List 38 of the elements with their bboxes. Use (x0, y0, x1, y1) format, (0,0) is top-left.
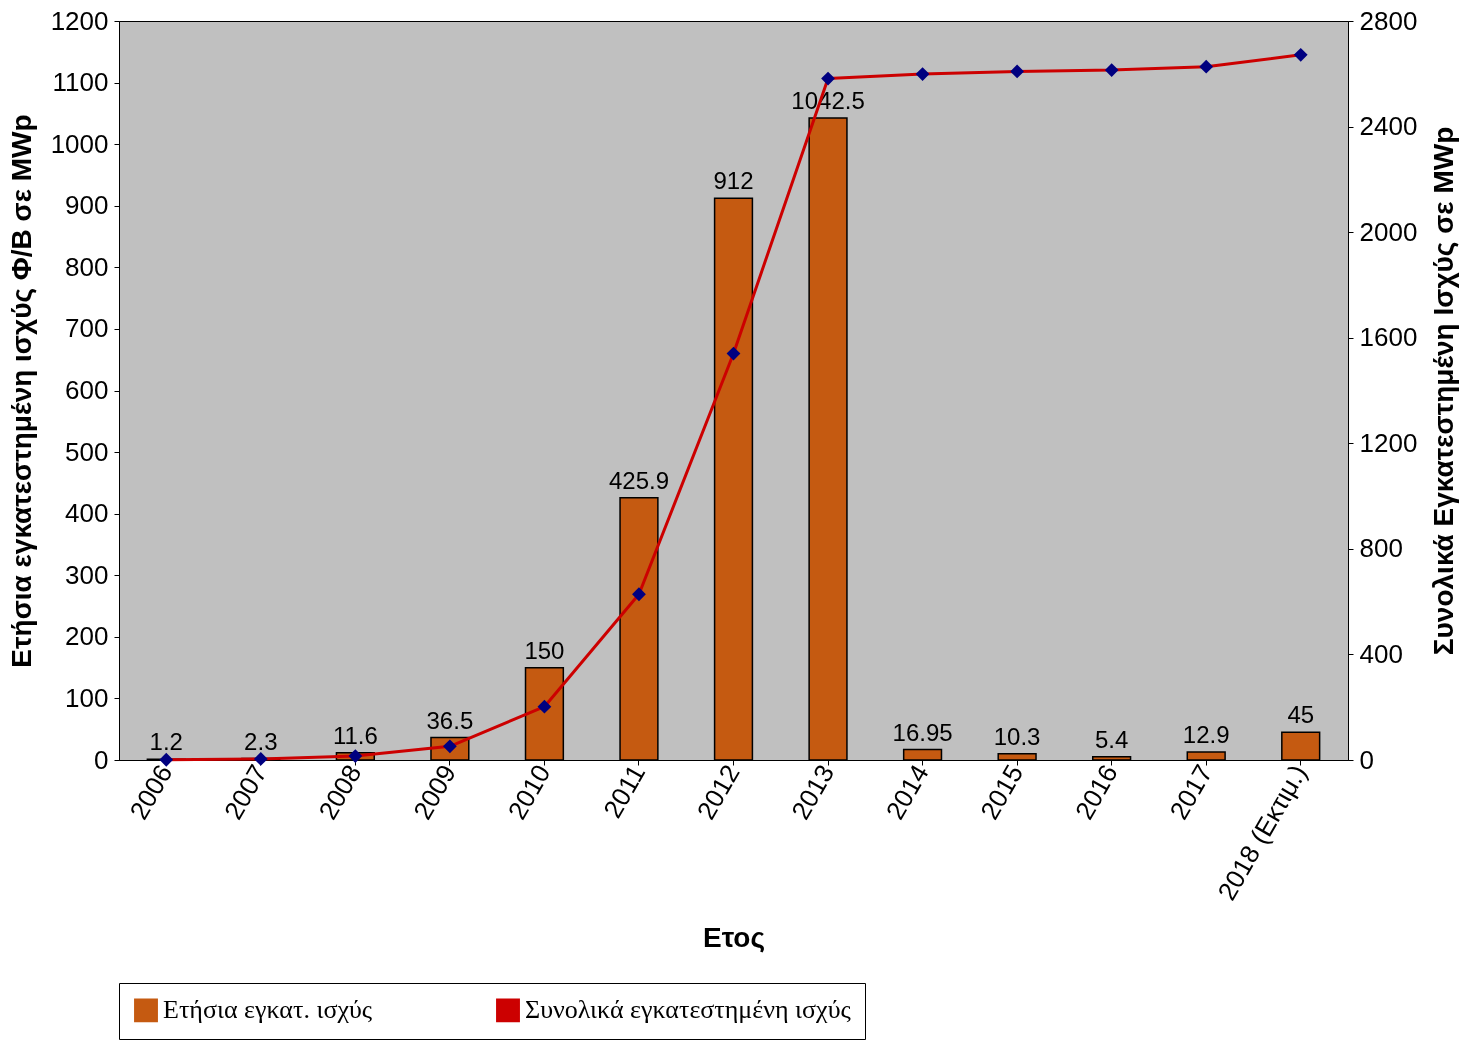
data-label: 45 (1287, 701, 1315, 729)
y2-tick-label: 2000 (1359, 216, 1418, 247)
y-tick-label: 500 (65, 436, 109, 467)
y-tick-label: 900 (65, 190, 109, 221)
y2-tick-label: 0 (1359, 744, 1374, 775)
data-label: 912 (713, 167, 754, 195)
data-label: 36.5 (426, 706, 474, 734)
legend-label: Συνολικά εγκατεστημένη ισχύς (525, 995, 852, 1025)
y2-axis-title: Συνολικά Εγκατεστημένη Ισχύς σε MWp (1428, 126, 1460, 656)
y-tick-label: 700 (65, 313, 109, 344)
y-tick-label: 800 (65, 251, 109, 282)
y-tick-label: 600 (65, 375, 109, 405)
y2-tick-label: 1600 (1359, 322, 1418, 353)
y2-tick-label: 2400 (1359, 111, 1418, 142)
y2-tick-label: 800 (1359, 533, 1403, 564)
y-axis-title: Ετήσια εγκατεστημένη ισχύς Φ/Β σε MWp (5, 114, 37, 668)
y-tick-label: 0 (94, 744, 109, 775)
data-label: 150 (524, 636, 565, 664)
x-axis-title: Ετος (702, 921, 766, 953)
y-tick-label: 100 (65, 682, 109, 713)
data-label: 5.4 (1094, 725, 1129, 753)
data-label: 12.9 (1182, 721, 1230, 749)
y2-tick-label: 400 (1359, 638, 1403, 669)
data-label: 10.3 (993, 722, 1041, 750)
y-tick-label: 200 (65, 621, 109, 652)
data-label: 16.95 (892, 718, 953, 746)
data-label: 11.6 (332, 721, 378, 749)
y-tick-label: 1000 (50, 128, 109, 159)
y2-tick-label: 1200 (1359, 427, 1418, 458)
y-tick-label: 1200 (50, 5, 109, 36)
y-tick-label: 400 (65, 498, 109, 529)
legend-label: Ετήσια εγκατ. ισχύς (163, 995, 373, 1025)
data-label: 2.3 (244, 727, 278, 755)
y-tick-label: 1100 (52, 67, 109, 98)
y-tick-label: 300 (65, 559, 109, 590)
y2-tick-label: 2800 (1359, 5, 1418, 36)
data-label: 1.2 (149, 728, 183, 756)
data-label: 425.9 (608, 466, 669, 494)
